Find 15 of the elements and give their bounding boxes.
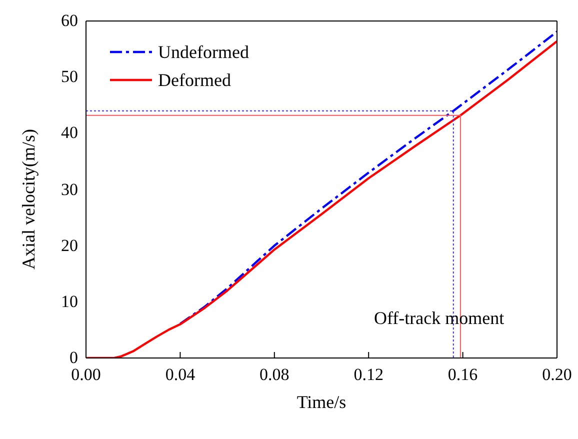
x-tick-label: 0.08 — [260, 365, 290, 384]
y-tick-label: 30 — [61, 178, 78, 200]
y-tick-label: 10 — [61, 290, 78, 313]
y-axis-title: Axial velocity(m/s) — [18, 129, 38, 270]
y-tick-label: 60 — [61, 10, 78, 32]
x-tick-label: 0.16 — [448, 365, 478, 384]
x-tick-label: 0.04 — [165, 365, 196, 384]
y-tick-label: 40 — [61, 122, 78, 144]
y-tick-label: 50 — [61, 66, 78, 88]
y-tick-label: 20 — [61, 234, 78, 257]
x-tick-label: 0.20 — [542, 365, 572, 384]
x-tick-label: 0.12 — [354, 365, 384, 384]
legend-label: Deformed — [158, 69, 231, 92]
x-axis-title: Time/s — [296, 392, 346, 412]
legend-label: Undeformed — [158, 41, 249, 64]
